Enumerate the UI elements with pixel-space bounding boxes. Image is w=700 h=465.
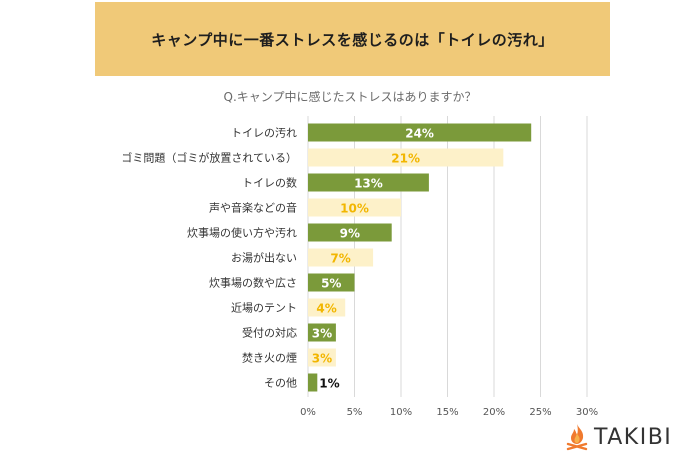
- value-label: 3%: [312, 352, 332, 366]
- value-label: 5%: [321, 277, 341, 291]
- category-label: ゴミ問題（ゴミが放置されている）: [121, 151, 297, 165]
- x-tick-label: 15%: [436, 407, 458, 418]
- bar: [308, 223, 392, 242]
- category-label: トイレの汚れ: [231, 127, 297, 140]
- category-label: 声や音楽などの音: [209, 201, 297, 215]
- bar: [308, 123, 532, 142]
- bar: [308, 173, 429, 192]
- value-label: 9%: [340, 227, 360, 241]
- bar: [308, 198, 401, 217]
- value-label: 13%: [354, 177, 383, 191]
- category-label: トイレの数: [242, 177, 297, 190]
- x-tick-label: 30%: [576, 407, 598, 418]
- survey-question: Q.キャンプ中に感じたストレスはありますか？: [223, 90, 477, 104]
- category-label: 近場のテント: [231, 302, 297, 315]
- value-label: 21%: [391, 152, 420, 166]
- x-tick-label: 0%: [300, 407, 316, 418]
- value-label: 24%: [405, 127, 434, 141]
- title-banner: キャンプ中に一番ストレスを感じるのは「トイレの汚れ」: [95, 2, 610, 76]
- category-label: 炊事場の数や広さ: [209, 277, 297, 290]
- bar: [308, 348, 336, 367]
- category-label: 炊事場の使い方や汚れ: [187, 226, 297, 240]
- value-label: 3%: [312, 327, 332, 341]
- bar: [308, 373, 318, 392]
- x-tick-label: 20%: [483, 407, 505, 418]
- category-label: お湯が出ない: [231, 251, 297, 265]
- bar: [308, 298, 346, 317]
- bar: [308, 273, 355, 292]
- bar: [308, 323, 336, 342]
- category-label: 受付の対応: [242, 326, 297, 340]
- value-label: 7%: [330, 252, 350, 266]
- category-label: その他: [264, 377, 297, 390]
- value-label: 4%: [316, 302, 336, 316]
- bar: [308, 148, 504, 167]
- takibi-logo: TAKIBI: [565, 421, 672, 453]
- banner-title: キャンプ中に一番ストレスを感じるのは「トイレの汚れ」: [151, 30, 554, 49]
- x-tick-label: 10%: [390, 407, 412, 418]
- value-label: 1%: [319, 377, 339, 391]
- logo-text: TAKIBI: [594, 424, 673, 450]
- x-tick-label: 5%: [347, 407, 363, 418]
- campfire-icon: [566, 424, 588, 451]
- x-tick-label: 25%: [529, 407, 551, 418]
- category-label: 焚き火の煙: [242, 352, 297, 365]
- bar: [308, 248, 374, 267]
- value-label: 10%: [340, 202, 369, 216]
